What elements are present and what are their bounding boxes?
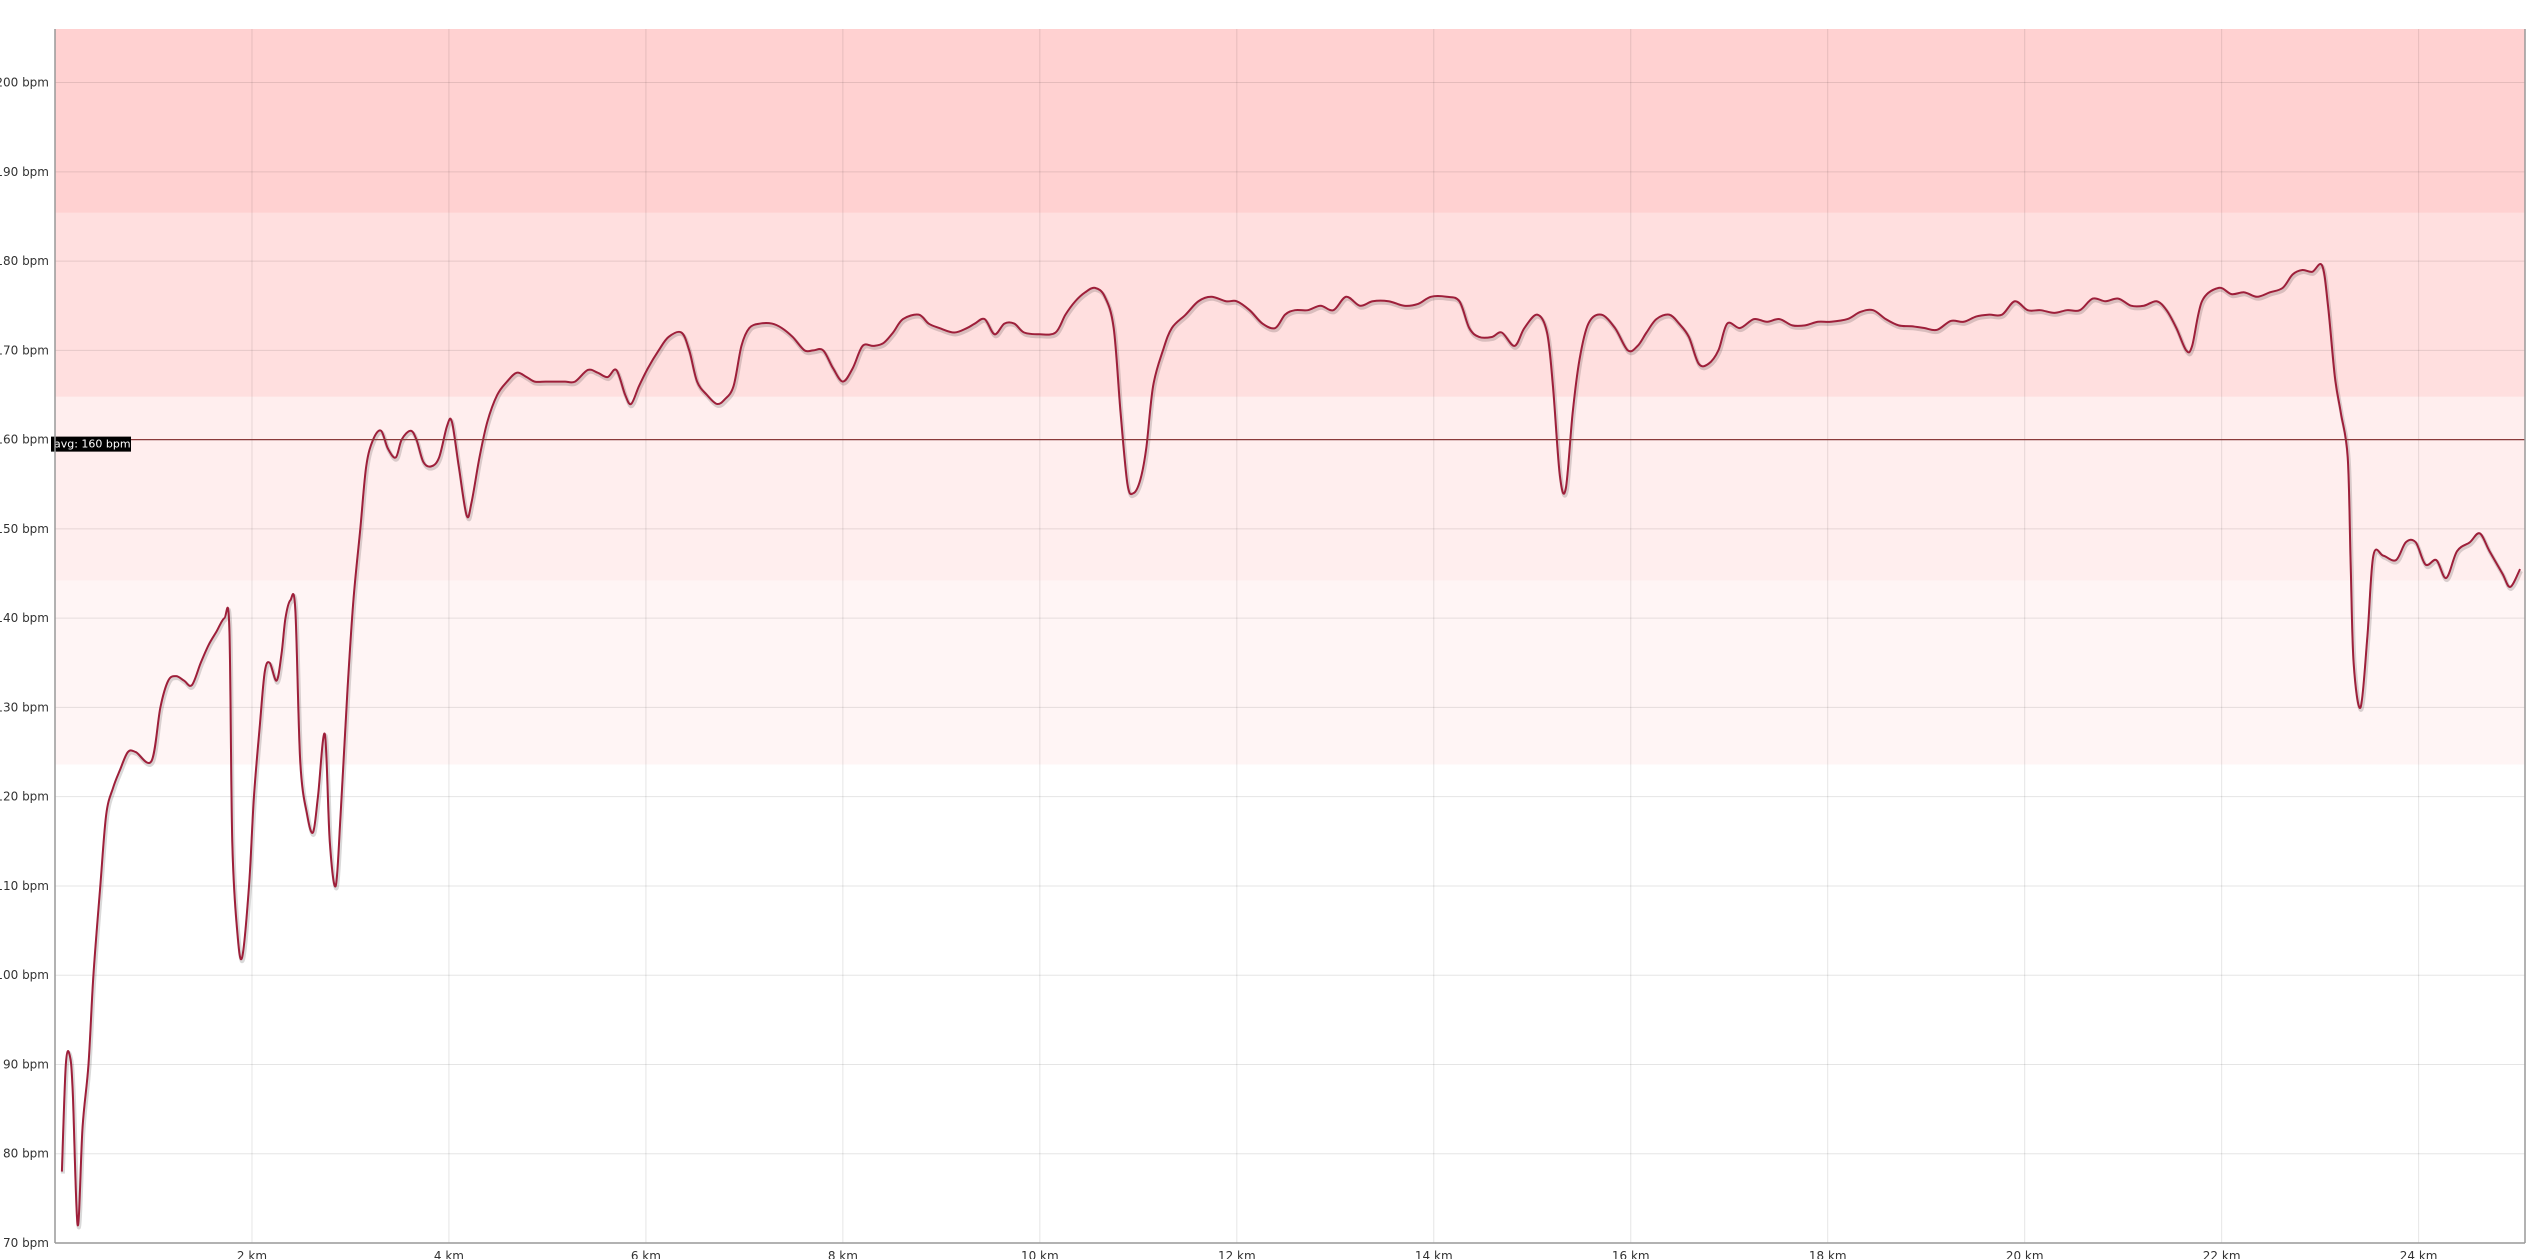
heart-rate-zones bbox=[55, 29, 2525, 765]
y-tick-label: 130 bpm bbox=[0, 700, 49, 714]
x-tick-label: 2 km bbox=[237, 1249, 267, 1259]
zone-band bbox=[55, 212, 2525, 397]
y-tick-label: 200 bpm bbox=[0, 76, 49, 90]
average-marker: avg: 160 bpm bbox=[51, 436, 2525, 452]
x-tick-label: 22 km bbox=[2203, 1249, 2241, 1259]
x-tick-label: 6 km bbox=[631, 1249, 661, 1259]
y-tick-label: 120 bpm bbox=[0, 790, 49, 804]
y-tick-label: 90 bpm bbox=[3, 1057, 49, 1071]
x-tick-label: 18 km bbox=[1809, 1249, 1847, 1259]
zone-band bbox=[55, 580, 2525, 765]
x-tick-label: 24 km bbox=[2400, 1249, 2438, 1259]
x-tick-label: 20 km bbox=[2006, 1249, 2044, 1259]
y-tick-label: 160 bpm bbox=[0, 433, 49, 447]
y-tick-label: 100 bpm bbox=[0, 968, 49, 982]
x-tick-label: 4 km bbox=[434, 1249, 464, 1259]
y-tick-label: 180 bpm bbox=[0, 254, 49, 268]
zone-band bbox=[55, 29, 2525, 213]
y-tick-label: 80 bpm bbox=[3, 1147, 49, 1161]
average-label-box bbox=[51, 436, 131, 452]
y-tick-label: 150 bpm bbox=[0, 522, 49, 536]
x-tick-label: 8 km bbox=[828, 1249, 858, 1259]
average-label: avg: 160 bpm bbox=[54, 438, 131, 451]
heart-rate-series bbox=[60, 263, 2523, 1230]
x-tick-label: 12 km bbox=[1218, 1249, 1256, 1259]
y-tick-label: 110 bpm bbox=[0, 879, 49, 893]
heart-rate-line bbox=[60, 263, 2521, 1227]
y-tick-label: 190 bpm bbox=[0, 165, 49, 179]
axes: 70 bpm 80 bpm 90 bpm 100 bpm 110 bpm 120 bpm 1… bbox=[0, 29, 2526, 1259]
x-tick-label: 10 km bbox=[1021, 1249, 1059, 1259]
y-tick-label: 140 bpm bbox=[0, 611, 49, 625]
y-tick-label: 70 bpm bbox=[3, 1236, 49, 1250]
zone-band bbox=[55, 396, 2525, 581]
x-tick-label: 14 km bbox=[1415, 1249, 1453, 1259]
x-tick-label: 16 km bbox=[1612, 1249, 1650, 1259]
y-tick-label: 170 bpm bbox=[0, 343, 49, 357]
